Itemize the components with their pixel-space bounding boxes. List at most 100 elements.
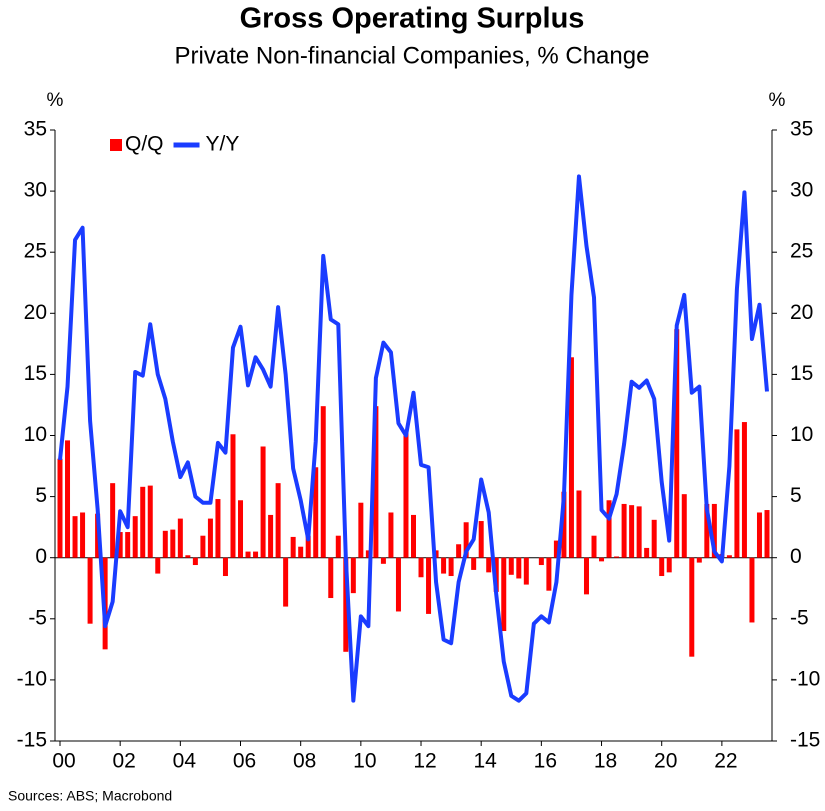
bar	[471, 557, 477, 570]
bar	[486, 557, 492, 573]
bar	[561, 491, 567, 558]
bar	[215, 499, 221, 558]
x-tick-label: 20	[654, 750, 677, 773]
bar	[57, 458, 63, 558]
y-tick-label: 30	[24, 179, 47, 202]
bar	[636, 506, 642, 558]
y-tick-label: 20	[24, 301, 47, 324]
bar	[478, 521, 484, 558]
bar	[117, 532, 123, 558]
bar	[734, 429, 740, 558]
bar	[756, 512, 762, 558]
bar	[373, 406, 379, 558]
y2-tick-label: 35	[790, 118, 813, 141]
bar	[238, 500, 244, 558]
x-tick-label: 04	[173, 750, 197, 773]
bar	[343, 557, 349, 652]
bar	[365, 550, 371, 558]
y-tick-label: 15	[24, 362, 47, 385]
bar	[553, 540, 559, 558]
bar	[426, 557, 432, 614]
y2-tick-label: -15	[790, 729, 820, 752]
bar	[155, 557, 161, 574]
bar	[614, 556, 620, 558]
bar	[87, 557, 93, 624]
bar	[207, 518, 213, 558]
x-tick-label: 06	[233, 750, 256, 773]
source: Sources: ABS; Macrobond	[8, 788, 172, 804]
y-tick-label: -15	[17, 729, 47, 752]
bar	[629, 505, 635, 558]
y-tick-label: -10	[17, 667, 47, 690]
y-tick-label: 10	[24, 423, 47, 446]
bar	[80, 512, 86, 558]
legend-label: Q/Q	[125, 133, 164, 156]
bar	[185, 555, 191, 558]
bar	[260, 446, 266, 558]
bar	[290, 536, 296, 558]
bar	[418, 557, 424, 578]
chart-subtitle: Private Non-financial Companies, % Chang…	[175, 42, 650, 69]
y2-tick-label: -5	[790, 606, 809, 629]
y2-axis-label: %	[769, 90, 786, 111]
bar	[711, 503, 717, 558]
bar	[583, 557, 589, 595]
bar	[283, 557, 289, 607]
y-tick-label: 25	[24, 240, 47, 263]
bar	[147, 485, 153, 558]
bar	[200, 535, 206, 558]
bar	[110, 483, 116, 558]
bar	[230, 434, 236, 558]
legend-label: Y/Y	[206, 133, 240, 156]
chart-title: Gross Operating Surplus	[240, 3, 585, 35]
x-tick-label: 00	[52, 750, 75, 773]
x-tick-label: 08	[293, 750, 316, 773]
bar	[749, 557, 755, 623]
bar	[523, 557, 529, 585]
y-tick-label: 5	[35, 484, 47, 507]
bar	[335, 535, 341, 558]
line	[58, 174, 769, 703]
bar	[388, 512, 394, 558]
bar	[508, 557, 514, 575]
y2-tick-label: 30	[790, 179, 813, 202]
bar	[298, 546, 304, 558]
x-tick-label: 14	[474, 750, 498, 773]
y2-tick-label: 5	[790, 484, 802, 507]
y2-tick-label: -10	[790, 667, 820, 690]
bar	[275, 483, 281, 558]
bar	[681, 494, 687, 558]
bar	[456, 544, 462, 558]
y2-tick-label: 20	[790, 301, 813, 324]
y-tick-label: -5	[28, 606, 47, 629]
bar	[222, 557, 228, 577]
bar	[463, 522, 469, 558]
bar	[65, 440, 71, 558]
bar	[125, 532, 131, 558]
x-tick-label: 22	[714, 750, 737, 773]
bar	[328, 557, 334, 599]
y-tick-label: 35	[24, 118, 47, 141]
bar	[162, 530, 168, 558]
bar	[538, 557, 544, 566]
bar	[253, 551, 259, 558]
bar	[621, 503, 627, 558]
bar	[320, 406, 326, 558]
bar	[764, 510, 770, 558]
x-tick-label: 16	[534, 750, 557, 773]
legend-swatch	[110, 139, 122, 151]
bar	[591, 535, 597, 558]
y2-tick-label: 0	[790, 545, 802, 568]
bar	[403, 430, 409, 558]
bar	[448, 557, 454, 577]
bar	[268, 514, 274, 558]
bar	[666, 557, 672, 573]
bar	[546, 557, 552, 591]
bar	[689, 557, 695, 657]
bar	[599, 557, 605, 562]
bar	[411, 514, 416, 558]
bar	[192, 557, 198, 566]
bar	[177, 518, 183, 558]
y2-tick-label: 15	[790, 362, 813, 385]
